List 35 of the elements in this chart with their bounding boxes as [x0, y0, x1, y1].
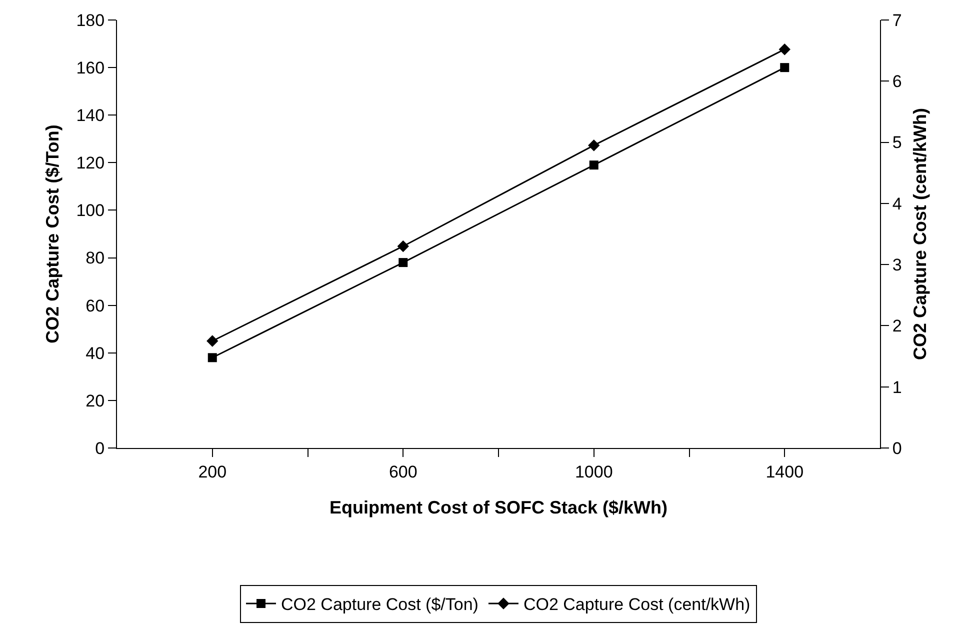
y-tick-label: 120 — [76, 154, 105, 173]
point — [778, 44, 790, 56]
y-tick-label: 80 — [86, 248, 105, 268]
x-tick-label: 200 — [198, 462, 227, 482]
y2-tick-label: 3 — [892, 256, 902, 275]
y2-tick-label: 0 — [892, 438, 902, 458]
legend-label: CO2 Capture Cost (cent/kWh) — [523, 595, 750, 614]
point — [206, 335, 218, 347]
y2-tick-label: 5 — [892, 133, 902, 152]
x-tick-label: 1000 — [574, 462, 613, 482]
y2-tick-label: 7 — [892, 10, 902, 30]
y-axis-title: CO2 Capture Cost ($/Ton) — [42, 124, 62, 344]
y2-axis-title: CO2 Capture Cost (cent/kWh) — [910, 108, 930, 360]
y2-tick-label: 4 — [892, 194, 902, 214]
y-tick-label: 100 — [76, 201, 105, 220]
point — [780, 63, 790, 72]
legend-label: CO2 Capture Cost ($/Ton) — [281, 595, 478, 614]
y-tick-label: 160 — [76, 58, 105, 78]
y2-tick-label: 2 — [892, 316, 902, 336]
point — [589, 160, 598, 170]
y2-tick-label: 6 — [892, 72, 902, 92]
y-tick-label: 60 — [86, 296, 105, 316]
point — [398, 258, 408, 268]
y-tick-label: 180 — [76, 10, 105, 30]
point — [397, 240, 409, 252]
y-tick-label: 140 — [76, 106, 105, 126]
y-tick-label: 40 — [86, 344, 105, 363]
x-axis-title: Equipment Cost of SOFC Stack ($/kWh) — [329, 498, 668, 518]
point — [588, 139, 600, 152]
x-tick-label: 600 — [388, 462, 418, 482]
point — [208, 353, 217, 362]
y-tick-label: 20 — [86, 391, 105, 410]
y-tick-label: 0 — [95, 438, 105, 458]
x-tick-label: 1400 — [766, 462, 804, 482]
y2-tick-label: 1 — [892, 378, 902, 397]
